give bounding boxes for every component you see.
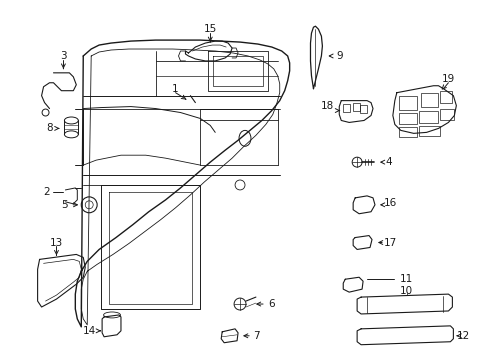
Bar	[343, 104, 350, 112]
Text: 17: 17	[384, 238, 397, 248]
Bar	[441, 91, 452, 103]
Text: 6: 6	[269, 299, 275, 309]
Text: 9: 9	[336, 51, 343, 61]
Text: 10: 10	[400, 286, 413, 296]
Bar	[418, 126, 441, 136]
Text: 16: 16	[384, 198, 397, 208]
Text: 1: 1	[172, 84, 179, 94]
Text: 11: 11	[400, 274, 414, 284]
Bar	[441, 109, 454, 121]
Text: 14: 14	[83, 326, 96, 336]
Text: 8: 8	[46, 123, 53, 134]
Bar	[420, 93, 439, 107]
Text: 2: 2	[43, 187, 50, 197]
Bar	[399, 96, 416, 109]
Text: 18: 18	[321, 100, 334, 111]
Bar	[399, 127, 416, 137]
Bar	[353, 103, 360, 111]
Text: 5: 5	[61, 200, 68, 210]
Text: 4: 4	[386, 157, 392, 167]
Bar	[418, 111, 439, 123]
Text: 3: 3	[60, 51, 67, 61]
Text: 12: 12	[457, 331, 470, 341]
Bar	[399, 113, 416, 125]
Bar	[360, 105, 367, 113]
Text: 19: 19	[442, 74, 455, 84]
Text: 13: 13	[50, 238, 63, 248]
Text: 7: 7	[254, 331, 260, 341]
Text: 15: 15	[204, 24, 217, 34]
